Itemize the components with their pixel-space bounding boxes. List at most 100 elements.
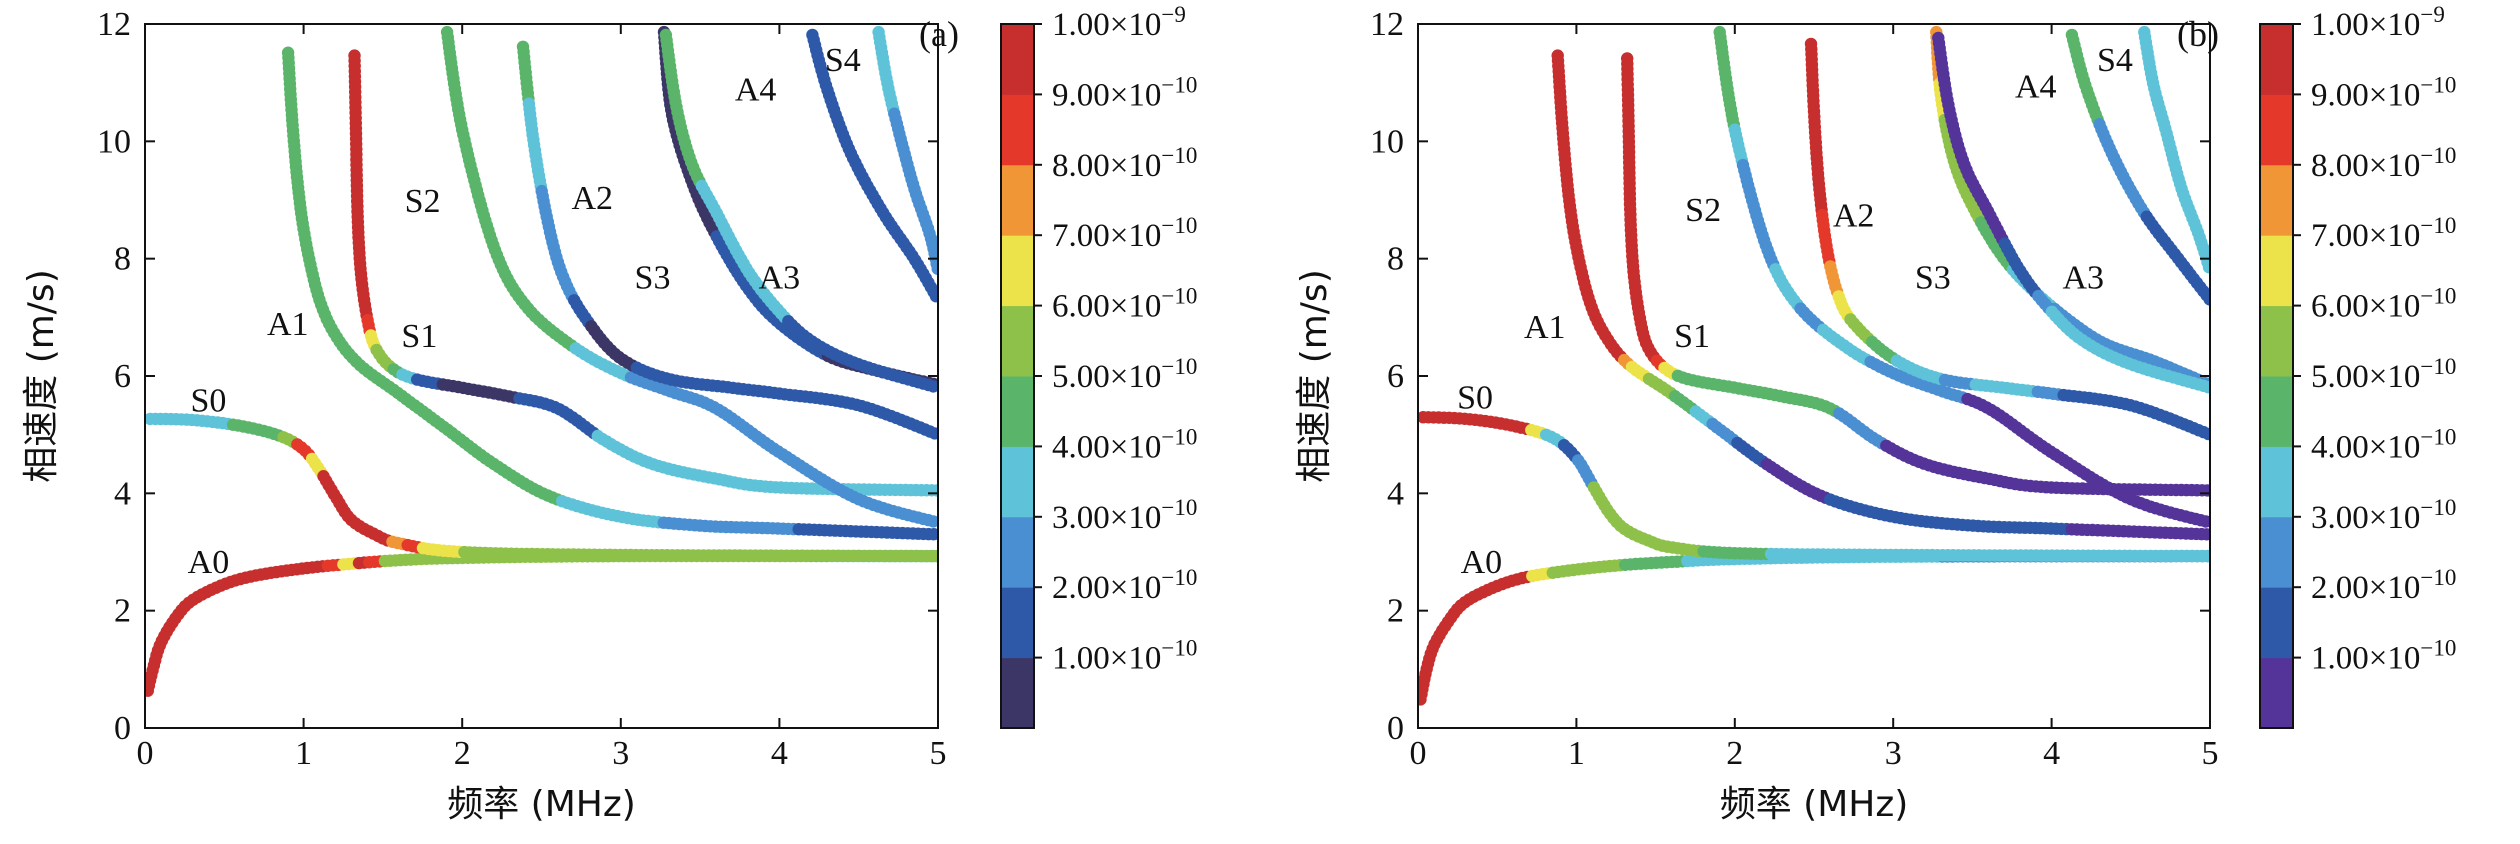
x-tick-label: 3 xyxy=(612,735,629,772)
colorbar-label-exponent: −10 xyxy=(1161,354,1197,379)
colorbar-label-mantissa: 8.00×10 xyxy=(1052,148,1161,184)
colorbar-label-exponent: −10 xyxy=(1161,424,1197,449)
colorbar-label-mantissa: 9.00×10 xyxy=(2311,77,2420,113)
y-tick-label: 0 xyxy=(114,710,131,747)
colorbar-segment xyxy=(1001,24,1034,95)
x-tick-label: 2 xyxy=(1726,735,1743,772)
x-tick-label: 4 xyxy=(771,735,788,772)
colorbar-label-exponent: −10 xyxy=(1161,284,1197,309)
series-s4 xyxy=(872,25,938,275)
colorbar-label: 9.00×10−10 xyxy=(1052,72,1197,113)
colorbar-label: 4.00×10−10 xyxy=(1052,424,1197,465)
colorbar-segment xyxy=(2260,587,2293,659)
colorbar-segment xyxy=(1001,376,1034,447)
panel-label: (a) xyxy=(919,14,959,54)
series-a4 xyxy=(2065,28,2210,306)
colorbar-label: 1.00×10−10 xyxy=(2311,636,2456,677)
colorbar-label: 8.00×10−10 xyxy=(2311,143,2456,184)
colorbar-label: 6.00×10−10 xyxy=(1052,284,1197,325)
data-point xyxy=(927,515,938,528)
colorbar-label-exponent: −10 xyxy=(2420,636,2456,661)
x-tick-label: 2 xyxy=(454,735,471,772)
data-point xyxy=(931,262,938,275)
series-a3 xyxy=(659,28,938,393)
colorbar-label: 1.00×10−9 xyxy=(1052,2,1186,43)
colorbar-segment xyxy=(2260,235,2293,307)
series-a1 xyxy=(1551,49,2210,541)
colorbar-label-mantissa: 3.00×10 xyxy=(1052,500,1161,536)
colorbar-segment xyxy=(1001,305,1034,377)
series-a3 xyxy=(1932,31,2210,394)
series-layer xyxy=(145,25,938,697)
colorbar-label-mantissa: 2.00×10 xyxy=(2311,570,2420,606)
colorbar-label-mantissa: 7.00×10 xyxy=(1052,218,1161,254)
y-tick-label: 10 xyxy=(97,123,131,160)
colorbar-label: 9.00×10−10 xyxy=(2311,72,2456,113)
colorbar-label-mantissa: 6.00×10 xyxy=(2311,289,2420,325)
colorbar-segment xyxy=(2260,305,2293,377)
y-tick-label: 2 xyxy=(114,593,131,630)
y-tick-label: 6 xyxy=(1387,358,1404,395)
colorbar-segment xyxy=(2260,446,2293,518)
series-s0 xyxy=(1418,411,2210,563)
series-s2 xyxy=(1713,25,2210,528)
colorbar-label-mantissa: 8.00×10 xyxy=(2311,148,2420,184)
y-tick-label: 8 xyxy=(114,241,131,278)
colorbar-label-mantissa: 3.00×10 xyxy=(2311,500,2420,536)
x-tick-label: 1 xyxy=(1568,735,1585,772)
colorbar-label: 1.00×10−9 xyxy=(2311,2,2445,43)
mode-label: S3 xyxy=(1915,259,1951,296)
colorbar-segment xyxy=(2260,164,2293,236)
y-tick-label: 2 xyxy=(1387,593,1404,630)
y-tick-label: 0 xyxy=(1387,710,1404,747)
colorbar-label-mantissa: 6.00×10 xyxy=(1052,289,1161,325)
mode-label: A0 xyxy=(1461,544,1503,581)
colorbar-label: 2.00×10−10 xyxy=(1052,565,1197,606)
data-point xyxy=(930,484,938,497)
colorbar-label-mantissa: 9.00×10 xyxy=(1052,77,1161,113)
mode-label: S0 xyxy=(190,382,226,419)
colorbar-label: 6.00×10−10 xyxy=(2311,284,2456,325)
colorbar-segment xyxy=(1001,235,1034,307)
data-point xyxy=(2199,515,2210,528)
colorbar-label-exponent: −10 xyxy=(2420,213,2456,238)
colorbar-label: 2.00×10−10 xyxy=(2311,565,2456,606)
colorbar-label-mantissa: 5.00×10 xyxy=(1052,359,1161,395)
data-point xyxy=(2200,528,2210,541)
colorbar-segment xyxy=(1001,657,1034,729)
colorbar: 1.00×10−102.00×10−103.00×10−104.00×10−10… xyxy=(2259,2,2456,729)
mode-label: S2 xyxy=(405,183,441,220)
mode-label: A1 xyxy=(267,306,309,343)
mode-label: A4 xyxy=(2015,69,2057,106)
mode-label: A4 xyxy=(735,72,777,109)
colorbar-label: 7.00×10−10 xyxy=(1052,213,1197,254)
data-point xyxy=(929,290,938,303)
x-tick-label: 1 xyxy=(295,735,312,772)
series-s2 xyxy=(440,25,938,528)
series-a2 xyxy=(516,40,938,440)
colorbar-label-mantissa: 1.00×10 xyxy=(2311,7,2420,43)
x-axis-label: 频率 (MHz) xyxy=(447,784,636,825)
data-point xyxy=(2201,549,2210,563)
colorbar-label-exponent: −10 xyxy=(1161,495,1197,520)
colorbar-label-exponent: −9 xyxy=(2420,2,2444,27)
data-point xyxy=(931,549,938,563)
colorbar-label-exponent: −10 xyxy=(1161,143,1197,168)
colorbar-label: 7.00×10−10 xyxy=(2311,213,2456,254)
colorbar-label-mantissa: 1.00×10 xyxy=(1052,641,1161,677)
series-a0 xyxy=(1418,549,2210,706)
series-s4 xyxy=(2138,25,2210,274)
x-tick-label: 3 xyxy=(1885,735,1902,772)
colorbar-label-mantissa: 7.00×10 xyxy=(2311,218,2420,254)
mode-label: S3 xyxy=(635,259,671,296)
colorbar-segment xyxy=(1001,516,1034,588)
mode-label: S4 xyxy=(2097,42,2133,79)
data-point xyxy=(927,380,938,393)
mode-label: A2 xyxy=(571,180,613,217)
colorbar-label-exponent: −10 xyxy=(2420,565,2456,590)
series-a4 xyxy=(806,28,938,303)
colorbar-label-exponent: −10 xyxy=(1161,72,1197,97)
mode-label: S1 xyxy=(1674,318,1710,355)
